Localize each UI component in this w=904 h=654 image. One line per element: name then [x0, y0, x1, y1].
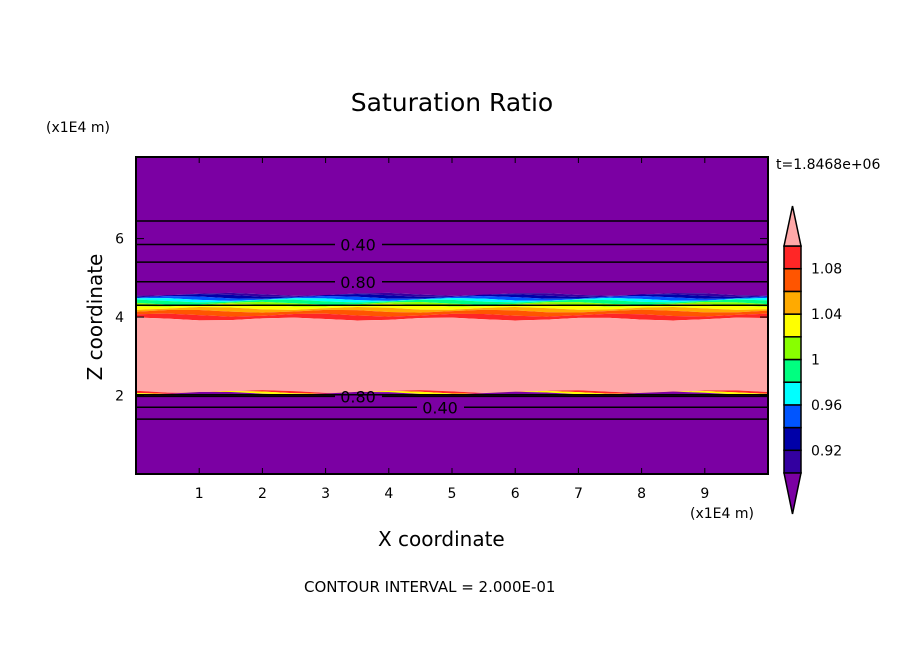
contour-band [136, 157, 768, 296]
colorbar-swatch [783, 290, 802, 315]
contour-band [136, 306, 768, 313]
y-tick-label: 6 [115, 232, 124, 248]
y-tick-label: 2 [115, 389, 124, 405]
colorbar-swatch [783, 404, 802, 429]
colorbar-swatch [783, 313, 802, 338]
contour-band [136, 295, 768, 301]
contour-label: 0.40 [422, 398, 458, 417]
x-tick-label: 4 [384, 486, 393, 502]
colorbar-tick-label: 1.08 [811, 262, 842, 278]
contour-band [136, 317, 768, 394]
contour-band [136, 293, 768, 299]
colorbar-extend-min [783, 472, 802, 515]
x-unit-label: (x1E4 m) [690, 506, 754, 522]
colorbar-extend-max [783, 205, 802, 247]
x-tick-label: 3 [321, 486, 330, 502]
x-tick-label: 9 [700, 486, 709, 502]
colorbar-swatch [783, 245, 802, 270]
contour-band [136, 299, 768, 305]
colorbar-swatch [783, 358, 802, 383]
colorbar-tick-label: 1 [811, 353, 820, 369]
contour-band [136, 390, 768, 394]
colorbar-swatch [783, 426, 802, 452]
colorbar-swatch [783, 267, 802, 293]
contour-band [136, 297, 768, 303]
contour-label: 0.80 [340, 387, 376, 406]
x-tick-label: 6 [511, 486, 520, 502]
colorbar-swatch [783, 336, 802, 361]
y-tick-label: 4 [115, 310, 124, 326]
contour-label: 0.40 [340, 235, 376, 254]
colorbar-swatch [783, 381, 802, 406]
contour-band [136, 313, 768, 321]
contour-band [136, 391, 768, 474]
colorbar-swatch [783, 449, 802, 474]
contour-band [136, 390, 768, 395]
x-tick-label: 1 [195, 486, 204, 502]
x-tick-label: 5 [448, 486, 457, 502]
colorbar-tick-label: 0.96 [811, 398, 842, 414]
colorbar-tick-label: 1.04 [811, 307, 842, 323]
x-axis-label: X coordinate [378, 527, 505, 551]
colorbar-tick-label: 0.92 [811, 443, 842, 459]
time-label: t=1.8468e+06 [776, 157, 881, 173]
x-tick-label: 7 [574, 486, 583, 502]
x-tick-label: 2 [258, 486, 267, 502]
x-tick-label: 8 [637, 486, 646, 502]
contour-label: 0.80 [340, 273, 376, 292]
contour-band [136, 292, 768, 297]
y-unit-label: (x1E4 m) [46, 120, 110, 136]
footer-contour-interval: CONTOUR INTERVAL = 2.000E-01 [304, 578, 556, 596]
chart-title: Saturation Ratio [350, 88, 554, 117]
contour-band [136, 303, 768, 310]
contour-band [136, 309, 768, 317]
